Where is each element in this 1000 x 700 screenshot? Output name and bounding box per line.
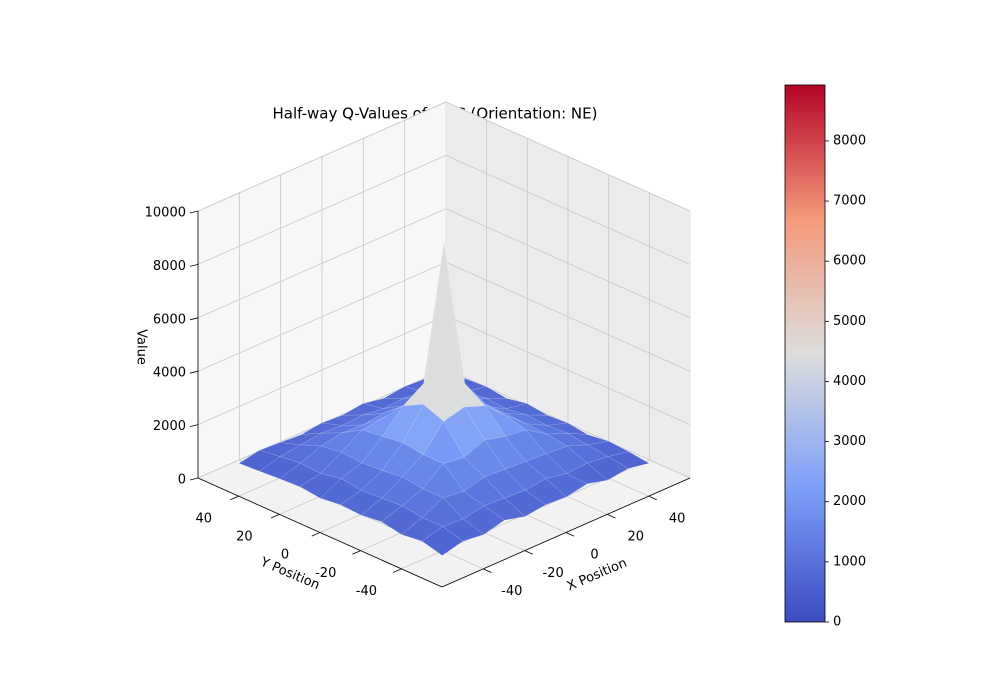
x-tick-label: 20 — [628, 530, 645, 545]
y-tick-label: 0 — [281, 548, 289, 563]
grid-line — [445, 155, 691, 265]
surface-cell — [421, 497, 464, 527]
x-tick — [524, 550, 533, 555]
z-tick-label: 2000 — [153, 419, 186, 434]
surface-cell — [421, 526, 464, 556]
y-tick-label: -20 — [315, 566, 336, 581]
surface-cell — [525, 453, 568, 479]
y-tick — [230, 495, 239, 501]
surface-cell — [381, 404, 424, 444]
x-tick — [607, 513, 616, 519]
surface-cell — [401, 517, 444, 542]
surface-cell — [463, 405, 506, 441]
y-tick — [270, 513, 280, 519]
surface-cell — [360, 470, 403, 499]
surface-cell — [341, 413, 384, 426]
grid-line — [445, 261, 691, 372]
colorbar-tick-label: 4000 — [833, 374, 866, 389]
surface-cell — [545, 473, 588, 498]
z-tick — [189, 317, 199, 321]
colorbar-tick-label: 6000 — [833, 254, 866, 269]
surface-cell — [401, 454, 444, 489]
z-tick-label: 0 — [178, 473, 186, 488]
y-tick — [311, 532, 321, 537]
surface-cell — [485, 403, 527, 424]
y-tick — [392, 568, 402, 573]
colorbar-tick-label: 3000 — [833, 434, 866, 449]
x-tick — [483, 568, 492, 573]
x-tick — [565, 532, 575, 537]
surface-cell — [442, 456, 485, 492]
surface-cell — [587, 440, 630, 457]
surface-cell — [546, 432, 589, 447]
y-tick-label: 20 — [236, 530, 253, 545]
z-tick — [189, 210, 199, 214]
x-tick-label: -40 — [501, 584, 522, 599]
grid-line — [197, 261, 447, 372]
surface-cell — [484, 405, 527, 437]
colorbar-tick-label: 0 — [833, 615, 841, 630]
surface-cell — [381, 476, 424, 507]
colorbar-tick-label: 8000 — [833, 133, 866, 148]
surface-cell — [342, 403, 385, 416]
surface-cell — [463, 476, 506, 507]
surface — [238, 240, 650, 556]
grid-line — [445, 315, 691, 425]
colorbar-tick-label: 5000 — [833, 314, 866, 329]
y-tick-label: -40 — [356, 584, 377, 599]
y-tick-label: 40 — [195, 511, 212, 526]
z-tick-label: 10000 — [145, 206, 186, 221]
grid-line — [197, 315, 447, 425]
z-tick — [189, 264, 199, 267]
grid-line — [445, 208, 691, 319]
y-axis-label: Y Position — [257, 554, 322, 593]
surface-cell — [505, 415, 547, 435]
grid-line — [445, 101, 691, 212]
surface-cell — [280, 432, 322, 446]
z-tick — [189, 424, 199, 427]
colorbar-tick-label: 7000 — [833, 194, 866, 209]
x-tick-label: 0 — [590, 548, 598, 563]
x-tick — [648, 495, 657, 501]
y-tick — [352, 550, 361, 555]
z-tick-label: 4000 — [153, 366, 186, 381]
colorbar — [784, 84, 826, 623]
z-tick — [189, 477, 199, 481]
colorbar-tick-label: 1000 — [833, 554, 866, 569]
grid-line — [197, 101, 447, 212]
grid-line — [197, 208, 447, 319]
z-axis-label: Value — [134, 329, 149, 365]
x-tick-label: 40 — [669, 511, 686, 526]
z-tick-label: 6000 — [153, 312, 186, 327]
colorbar-tick-label: 2000 — [833, 494, 866, 509]
z-tick — [189, 370, 199, 374]
grid-line — [197, 155, 447, 265]
z-tick-label: 8000 — [153, 259, 186, 274]
surface-cell — [442, 518, 485, 542]
x-tick-label: -20 — [543, 566, 564, 581]
surface-cell — [607, 451, 650, 469]
